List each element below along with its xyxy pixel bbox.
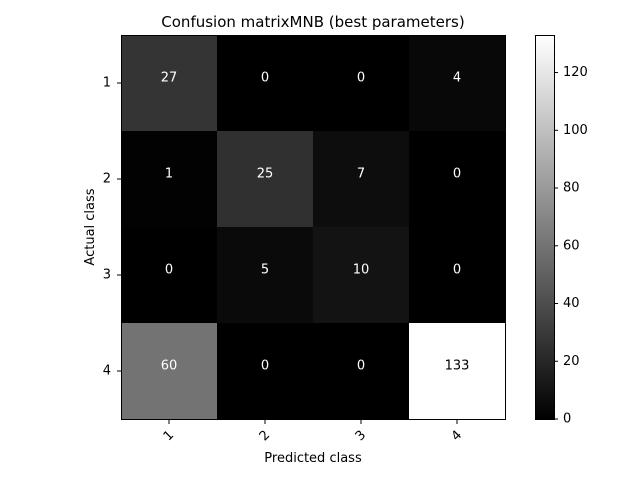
colorbar-ticks: 0 20 40 60 80 100 120 — [554, 65, 588, 427]
colorbar-tick-label: 40 — [563, 296, 580, 311]
colorbar — [535, 35, 555, 420]
x-axis-ticks: 1 2 3 4 — [161, 420, 465, 444]
heatmap-cell — [121, 227, 217, 323]
heatmap-cell — [121, 35, 217, 131]
heatmap-cell — [313, 227, 409, 323]
colorbar-tick-label: 60 — [563, 238, 580, 253]
heatmap-cell — [409, 131, 505, 227]
heatmap-cell — [313, 35, 409, 131]
heatmap-cell — [217, 227, 313, 323]
heatmap-cell — [217, 323, 313, 419]
heatmap-cell — [121, 131, 217, 227]
y-tick-label: 2 — [103, 172, 111, 187]
heatmap-cell — [409, 323, 505, 419]
cell-value-label: 0 — [357, 359, 365, 374]
cell-value-label: 0 — [261, 359, 269, 374]
x-tick-label: 4 — [449, 428, 465, 444]
colorbar-tick-label: 20 — [563, 354, 580, 369]
heatmap-cell-labels: 27 0 0 4 1 25 7 0 0 5 10 0 60 0 0 133 — [161, 71, 470, 374]
y-tick-label: 1 — [103, 76, 111, 91]
chart-title: Confusion matrixMNB (best parameters) — [161, 13, 464, 31]
cell-value-label: 1 — [165, 167, 173, 182]
cell-value-label: 0 — [453, 263, 461, 278]
y-axis-ticks: 1 2 3 4 — [103, 76, 121, 379]
cell-value-label: 27 — [161, 71, 178, 86]
cell-value-label: 133 — [445, 359, 470, 374]
heatmap-cell — [409, 227, 505, 323]
heatmap-cell — [409, 35, 505, 131]
cell-value-label: 0 — [453, 167, 461, 182]
cell-value-label: 60 — [161, 359, 178, 374]
cell-value-label: 10 — [353, 263, 370, 278]
colorbar-tick-label: 120 — [563, 65, 588, 80]
cell-value-label: 0 — [165, 263, 173, 278]
plot-frame — [121, 35, 506, 420]
cell-value-label: 5 — [261, 263, 269, 278]
x-axis-label: Predicted class — [264, 451, 362, 466]
colorbar-tick-label: 80 — [563, 181, 580, 196]
y-tick-label: 4 — [103, 364, 111, 379]
heatmap-cell — [217, 35, 313, 131]
cell-value-label: 7 — [357, 167, 365, 182]
colorbar-tick-label: 100 — [563, 123, 588, 138]
y-axis-label: Actual class — [83, 188, 98, 265]
cell-value-label: 0 — [357, 71, 365, 86]
cell-value-label: 25 — [257, 167, 274, 182]
heatmap-cell — [313, 131, 409, 227]
heatmap-cells — [121, 35, 505, 419]
y-tick-label: 3 — [103, 268, 111, 283]
cell-value-label: 0 — [261, 71, 269, 86]
x-tick-label: 1 — [161, 428, 177, 444]
heatmap-cell — [313, 323, 409, 419]
cell-value-label: 4 — [453, 71, 461, 86]
heatmap-cell — [121, 323, 217, 419]
colorbar-tick-label: 0 — [563, 412, 571, 427]
x-tick-label: 3 — [353, 428, 369, 444]
x-tick-label: 2 — [257, 428, 273, 444]
heatmap-cell — [217, 131, 313, 227]
